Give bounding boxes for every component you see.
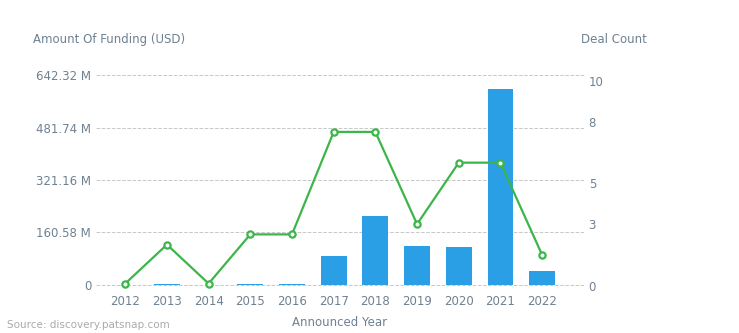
- Text: Amount Of Funding (USD): Amount Of Funding (USD): [33, 33, 185, 46]
- Bar: [321, 256, 347, 285]
- Bar: [237, 284, 263, 285]
- Bar: [362, 216, 388, 285]
- Bar: [446, 247, 471, 285]
- Bar: [529, 271, 555, 285]
- X-axis label: Announced Year: Announced Year: [293, 316, 387, 329]
- Bar: [154, 284, 180, 285]
- Text: Deal Count: Deal Count: [582, 33, 647, 46]
- Text: Source: discovery.patsnap.com: Source: discovery.patsnap.com: [7, 320, 170, 330]
- Bar: [488, 89, 514, 285]
- Bar: [404, 246, 430, 285]
